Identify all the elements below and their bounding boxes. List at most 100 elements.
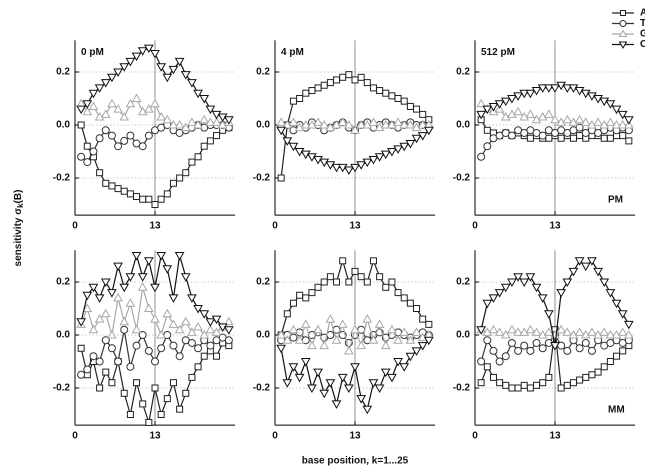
x-tick-label: 0 <box>472 431 478 442</box>
data-point <box>343 119 354 129</box>
data-point <box>568 329 579 339</box>
data-point <box>325 161 336 170</box>
data-point <box>476 110 487 120</box>
data-point <box>331 119 342 129</box>
data-point <box>594 368 602 376</box>
row-label: PM <box>608 195 623 206</box>
data-point <box>556 324 567 334</box>
data-point <box>132 341 141 350</box>
data-point <box>326 79 334 87</box>
legend-label: T <box>640 18 645 29</box>
data-point <box>388 92 396 100</box>
data-point <box>387 148 397 157</box>
data-point <box>337 319 348 328</box>
data-point <box>217 323 228 333</box>
data-point <box>131 324 142 334</box>
data-point <box>120 136 129 145</box>
data-point <box>423 126 434 136</box>
data-point <box>331 335 342 344</box>
data-point <box>151 357 159 366</box>
data-point <box>276 117 287 126</box>
data-point <box>126 362 135 371</box>
data-point <box>482 105 493 115</box>
data-point <box>163 395 171 403</box>
data-point <box>588 371 596 379</box>
data-point <box>143 44 154 54</box>
data-point <box>617 119 628 129</box>
data-point <box>500 283 511 293</box>
data-point <box>300 319 311 328</box>
y-tick-label: 0.2 <box>56 67 70 78</box>
data-point <box>307 153 317 162</box>
data-point <box>313 324 323 334</box>
data-point <box>380 340 391 350</box>
data-point <box>593 117 603 126</box>
data-point <box>411 327 422 336</box>
data-point <box>376 87 384 95</box>
data-point <box>194 363 202 371</box>
data-point <box>283 310 291 318</box>
data-point <box>525 324 536 334</box>
data-point <box>537 112 548 121</box>
data-point <box>576 376 584 384</box>
data-point <box>413 105 421 113</box>
data-point <box>137 273 148 282</box>
data-point <box>339 257 347 265</box>
data-point <box>611 105 622 115</box>
data-point <box>187 79 197 88</box>
data-point <box>494 289 505 298</box>
data-point <box>556 81 567 91</box>
data-point <box>157 344 166 353</box>
data-point <box>143 104 154 113</box>
data-point <box>119 112 130 121</box>
data-point <box>374 122 385 132</box>
y-label-sub: k <box>16 203 25 208</box>
data-point <box>496 379 504 387</box>
data-point <box>489 373 497 381</box>
data-point <box>483 126 491 134</box>
data-point <box>333 76 341 84</box>
panel: -0.2 0.0 0.2 0 13 4 pM <box>253 40 435 232</box>
data-point <box>139 400 147 408</box>
data-point <box>88 89 99 99</box>
data-point <box>550 342 560 351</box>
data-point <box>199 114 210 124</box>
data-point <box>405 335 416 344</box>
data-point <box>417 119 428 129</box>
data-point <box>605 329 616 339</box>
data-point <box>119 63 130 72</box>
data-point <box>205 105 216 115</box>
data-point <box>83 142 91 150</box>
data-point <box>356 395 367 404</box>
data-point <box>406 102 414 110</box>
data-point <box>107 289 117 298</box>
data-point <box>289 333 298 342</box>
data-point <box>580 117 591 126</box>
data-point <box>82 291 93 301</box>
data-point <box>107 73 117 83</box>
data-point <box>162 265 173 274</box>
panel: -0.2 0.0 0.2 0 13 <box>253 250 435 442</box>
data-point <box>150 283 160 293</box>
data-point <box>199 329 210 339</box>
data-point <box>393 145 403 154</box>
data-point <box>288 363 299 372</box>
data-point <box>113 292 123 302</box>
data-point <box>313 368 323 378</box>
data-point <box>574 327 585 336</box>
data-point <box>101 126 110 135</box>
data-point <box>337 373 348 383</box>
data-point <box>382 89 390 97</box>
y-label-main: sensitivity σ <box>13 208 24 267</box>
data-point <box>143 303 154 312</box>
data-point <box>538 344 547 353</box>
data-point <box>350 163 360 173</box>
legend-marker <box>618 29 628 37</box>
data-point <box>488 324 499 334</box>
data-point <box>593 329 603 339</box>
y-tick-label: 0.0 <box>256 120 270 131</box>
data-point <box>619 132 627 140</box>
data-point <box>217 119 228 129</box>
data-point <box>319 340 330 350</box>
data-point <box>393 358 403 367</box>
